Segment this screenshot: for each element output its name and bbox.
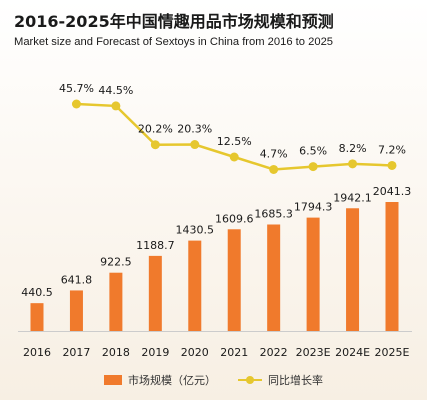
legend-item-growth-rate: 同比增长率	[238, 372, 323, 388]
growth-value-label: 44.5%	[98, 84, 133, 97]
bar-2021	[227, 229, 241, 331]
bar-2024E	[346, 208, 360, 331]
growth-point-2017	[71, 99, 81, 109]
x-tick-label: 2016	[23, 346, 51, 359]
x-tick-label: 2025E	[375, 346, 410, 359]
x-tick-label: 2018	[102, 346, 130, 359]
growth-value-label: 4.7%	[260, 147, 288, 160]
bar-value-label: 2041.3	[373, 185, 412, 198]
bar-2025E	[385, 202, 399, 331]
x-tick-label: 2021	[220, 346, 248, 359]
growth-value-label: 7.2%	[378, 143, 406, 156]
chart-legend: 市场规模（亿元） 同比增长率	[0, 372, 427, 388]
bar-value-label: 1430.5	[176, 224, 215, 237]
x-tick-label: 2020	[181, 346, 209, 359]
x-tick-label: 2019	[141, 346, 169, 359]
bar-value-label: 1942.1	[333, 191, 372, 204]
bar-value-label: 440.5	[21, 286, 53, 299]
bar-value-label: 641.8	[61, 273, 93, 286]
bar-2017	[69, 290, 83, 331]
legend-line-swatch	[238, 375, 262, 385]
growth-point-2019	[150, 140, 160, 150]
legend-item-market-size: 市场规模（亿元）	[104, 372, 216, 388]
chart-title: 2016-2025年中国情趣用品市场规模和预测	[14, 12, 334, 31]
growth-value-label: 20.2%	[138, 123, 173, 136]
chart-subtitle: Market size and Forecast of Sextoys in C…	[14, 36, 334, 48]
bar-2023E	[306, 217, 320, 331]
bar-value-label: 1609.6	[215, 212, 254, 225]
growth-point-2020	[190, 140, 200, 150]
bar-value-label: 1188.7	[136, 239, 175, 252]
bar-2019	[148, 255, 162, 331]
legend-label-growth-rate: 同比增长率	[268, 374, 323, 387]
growth-value-label: 8.2%	[339, 142, 367, 155]
growth-point-2022	[269, 164, 279, 174]
x-tick-label: 2023E	[296, 346, 331, 359]
growth-point-2018	[111, 101, 121, 111]
growth-point-2024E	[348, 159, 358, 169]
bar-2018	[109, 272, 123, 331]
bar-value-label: 1794.3	[294, 201, 333, 214]
bar-2022	[267, 224, 281, 331]
growth-point-2025E	[387, 160, 397, 170]
growth-value-label: 6.5%	[299, 145, 327, 158]
growth-point-2021	[229, 152, 239, 162]
growth-value-label: 20.3%	[177, 123, 212, 136]
bar-value-label: 922.5	[100, 256, 132, 269]
bar-2020	[188, 240, 202, 331]
x-tick-label: 2024E	[335, 346, 370, 359]
growth-point-2023E	[308, 162, 318, 172]
bar-value-label: 1685.3	[254, 207, 293, 220]
legend-label-market-size: 市场规模（亿元）	[128, 374, 216, 387]
growth-value-label: 45.7%	[59, 82, 94, 95]
legend-bar-swatch	[104, 375, 122, 385]
growth-value-label: 12.5%	[217, 135, 252, 148]
bar-2016	[30, 303, 44, 331]
x-tick-label: 2017	[62, 346, 90, 359]
x-tick-label: 2022	[260, 346, 288, 359]
